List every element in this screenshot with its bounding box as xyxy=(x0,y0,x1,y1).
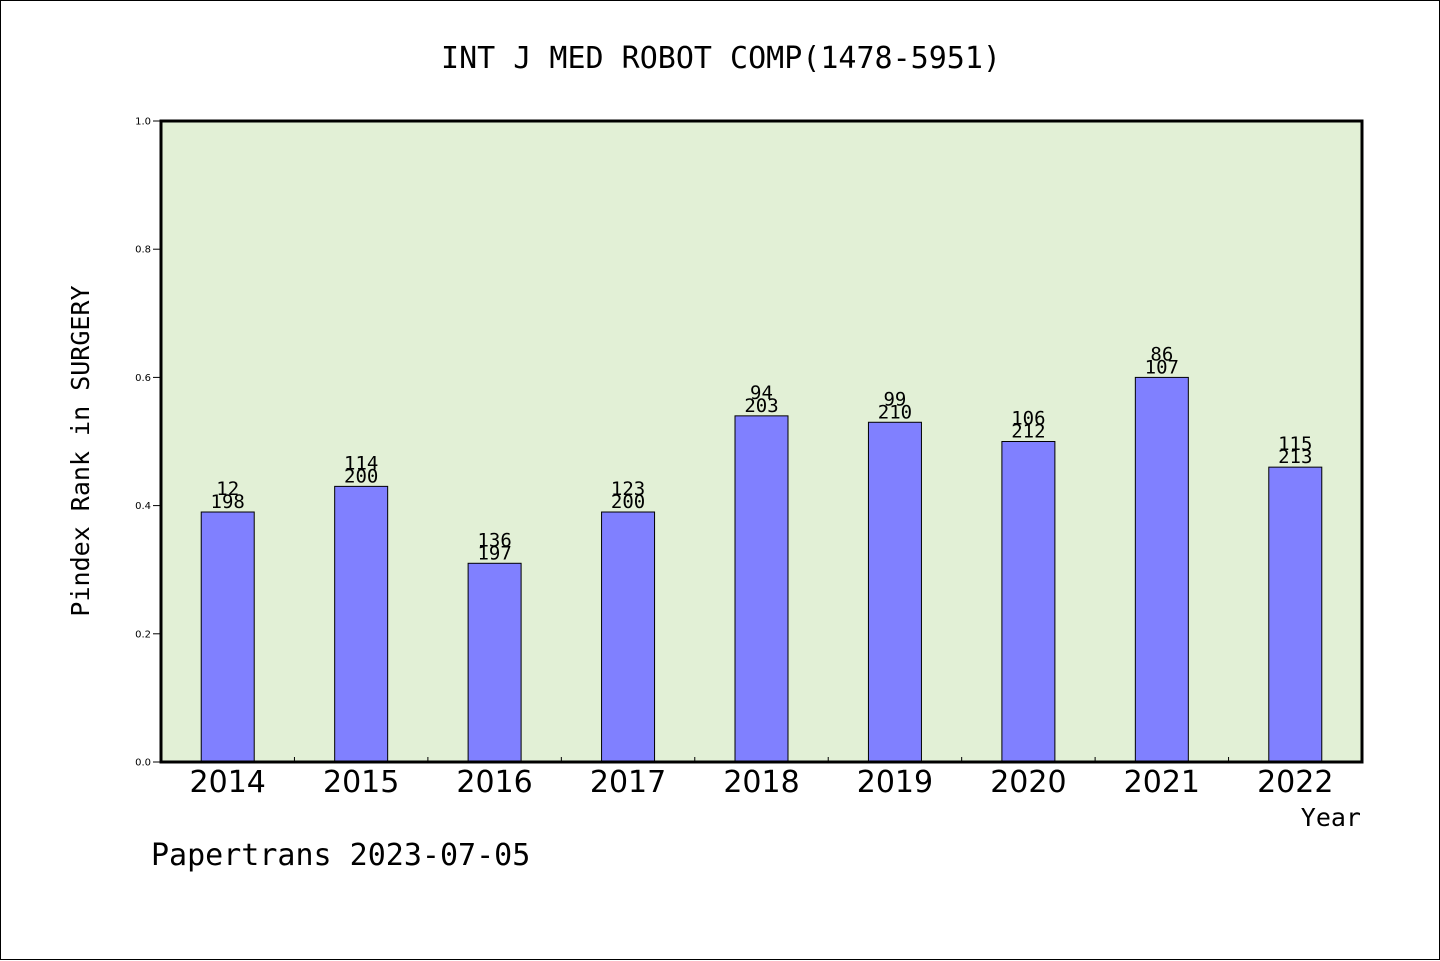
rank-label: 114 xyxy=(344,452,378,474)
total-label: 210 xyxy=(878,401,912,423)
bar-2016 xyxy=(467,562,522,763)
total-label: 200 xyxy=(611,491,645,513)
rank-label: 12 xyxy=(216,478,239,500)
rank-label: 136 xyxy=(477,529,511,551)
bar-2021 xyxy=(1134,376,1189,763)
rank-label: 99 xyxy=(883,388,906,410)
y-tick-label: 1.0 xyxy=(135,117,151,128)
y-axis: 0.0 0.2 0.4 0.6 0.8 1.0 xyxy=(135,117,161,769)
bar-2017 xyxy=(601,511,656,763)
rank-label: 115 xyxy=(1278,433,1312,455)
footer-credit: Papertrans 2023-07-05 xyxy=(151,838,530,873)
y-tick-label: 0.8 xyxy=(135,245,151,256)
rank-label: 106 xyxy=(1011,408,1045,430)
plot-border xyxy=(159,119,1364,764)
x-axis: 2014 2015 2016 2017 2018 2019 2020 2021 2022 xyxy=(190,757,1333,800)
total-label: 212 xyxy=(1011,421,1045,443)
chart-title: INT J MED ROBOT COMP(1478-5951) xyxy=(441,41,1001,76)
x-tick-label: 2016 xyxy=(456,765,532,800)
x-tick-label: 2020 xyxy=(990,765,1066,800)
total-label: 213 xyxy=(1278,446,1312,468)
x-axis-label: Year xyxy=(1301,803,1361,832)
y-axis-label: Pindex Rank in SURGERY xyxy=(66,285,95,616)
total-label: 200 xyxy=(344,465,378,487)
x-tick-label: 2017 xyxy=(590,765,666,800)
x-tick-label: 2021 xyxy=(1124,765,1200,800)
x-tick-label: 2015 xyxy=(323,765,399,800)
y-tick-label: 0.0 xyxy=(135,758,151,769)
y-tick-label: 0.6 xyxy=(135,373,151,384)
bar-2022 xyxy=(1268,466,1323,763)
rank-label: 86 xyxy=(1150,343,1173,365)
x-tick-label: 2019 xyxy=(857,765,933,800)
x-tick-label: 2022 xyxy=(1257,765,1333,800)
x-tick-label: 2014 xyxy=(190,765,266,800)
y-tick-label: 0.2 xyxy=(135,629,151,640)
total-label: 197 xyxy=(477,542,511,564)
total-label: 198 xyxy=(211,491,245,513)
x-tick-label: 2018 xyxy=(723,765,799,800)
total-label: 203 xyxy=(744,395,778,417)
rank-label: 123 xyxy=(611,478,645,500)
rank-label: 94 xyxy=(750,382,773,404)
y-tick-label: 0.4 xyxy=(135,501,151,512)
bar-2019 xyxy=(867,421,922,763)
bar-2015 xyxy=(334,485,389,763)
total-label: 107 xyxy=(1145,356,1179,378)
bar-2014 xyxy=(200,511,255,763)
bar-2018 xyxy=(734,415,789,763)
bar-2020 xyxy=(1001,441,1056,763)
